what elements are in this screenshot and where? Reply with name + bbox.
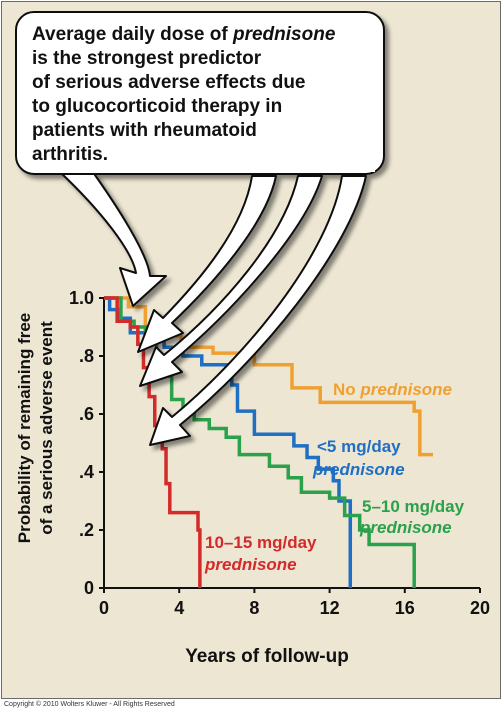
- callout-line6: arthritis.: [32, 144, 108, 165]
- y-tick-label: .2: [79, 520, 94, 540]
- callout-arrow-to-lt5: [137, 175, 277, 353]
- callout-line3: of serious adverse effects due: [32, 72, 306, 93]
- label-lt5-line2: prednisone: [312, 460, 405, 479]
- callout-line2: is the strongest predictor: [32, 48, 262, 69]
- label-10-15-line1: 10–15 mg/day: [205, 533, 317, 552]
- label-lt5: <5 mg/day prednisone: [312, 437, 405, 479]
- copyright-notice: Copyright © 2010 Wolters Kluwer - All Ri…: [4, 701, 175, 708]
- x-tick-label: 12: [320, 598, 340, 618]
- label-lt5-line1: <5 mg/day: [317, 437, 401, 456]
- series-10-15-mg: [104, 296, 202, 588]
- callout-line4: to glucocorticoid therapy in: [32, 96, 282, 117]
- label-no-prednisone-pre: No: [333, 380, 360, 399]
- x-tick-label: 8: [249, 598, 259, 618]
- callout-arrow-to-10-15: [149, 175, 367, 446]
- callout-text: Average daily dose of prednisone is the …: [32, 24, 341, 165]
- y-axis-label-line2: of a serious adverse event: [37, 321, 56, 535]
- x-tick-label: 0: [99, 598, 109, 618]
- y-tick-label: .4: [79, 462, 94, 482]
- label-5-10-line1: 5–10 mg/day: [362, 497, 465, 516]
- label-no-prednisone: No prednisone: [333, 380, 452, 399]
- callout-box: [15, 11, 385, 175]
- callout-line1: Average daily dose of prednisone: [32, 24, 336, 45]
- callout-arrow-to-5-10: [139, 175, 323, 387]
- x-tick-label: 16: [395, 598, 415, 618]
- label-10-15: 10–15 mg/day prednisone: [204, 533, 321, 574]
- y-tick-label: .6: [79, 404, 94, 424]
- x-tick-label: 20: [470, 598, 490, 618]
- label-no-prednisone-em: prednisone: [359, 380, 452, 399]
- callout-line5: patients with rheumatoid: [32, 120, 257, 141]
- y-tick-label: 1.0: [69, 288, 94, 308]
- callout-bubble: [15, 11, 385, 446]
- y-tick-label: 0: [84, 578, 94, 598]
- label-10-15-line2: prednisone: [204, 555, 297, 574]
- label-5-10-line2: prednisone: [359, 518, 452, 537]
- label-5-10: 5–10 mg/day prednisone: [359, 497, 469, 537]
- x-tick-label: 4: [174, 598, 184, 618]
- x-axis-label: Years of follow-up: [185, 646, 349, 667]
- y-tick-label: .8: [79, 346, 94, 366]
- y-axis-label-line1: Probability of remaining free: [15, 313, 34, 544]
- callout-arrow-to-no-prednisone: [59, 167, 167, 307]
